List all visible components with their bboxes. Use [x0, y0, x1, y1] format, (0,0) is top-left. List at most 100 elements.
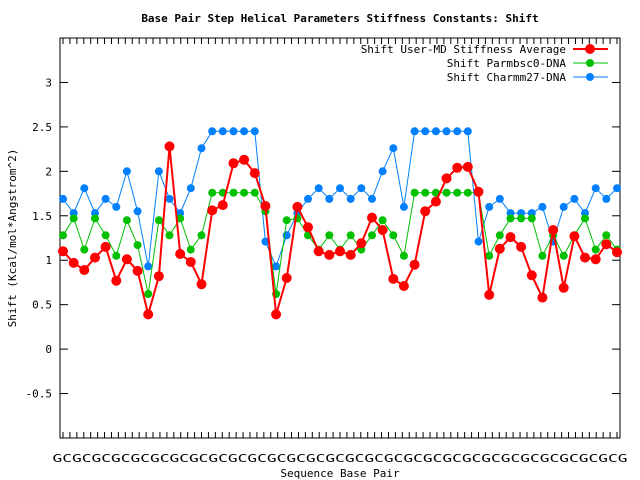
chart-title: Base Pair Step Helical Parameters Stiffn…	[141, 12, 538, 25]
x-axis	[62, 38, 618, 438]
data-point	[208, 127, 217, 136]
data-point	[165, 231, 174, 240]
data-point	[100, 241, 111, 252]
data-point	[175, 249, 186, 259]
data-point	[59, 194, 67, 203]
data-point	[121, 254, 132, 265]
data-point	[421, 127, 430, 136]
data-point	[314, 184, 323, 193]
data-point	[538, 251, 547, 260]
series-2	[59, 188, 621, 298]
y-tick-label: -0.5	[26, 388, 53, 401]
data-point	[249, 168, 260, 179]
data-point	[80, 184, 89, 193]
data-point	[526, 270, 537, 281]
data-point	[613, 184, 621, 193]
legend-marker	[585, 44, 595, 54]
data-point	[505, 232, 516, 243]
data-point	[90, 252, 100, 263]
data-point	[485, 251, 494, 260]
data-point	[602, 231, 611, 240]
data-point	[570, 194, 579, 203]
data-point	[484, 289, 495, 300]
data-point	[463, 188, 472, 197]
data-point	[357, 184, 366, 193]
data-point	[367, 212, 377, 223]
series-line	[62, 146, 618, 319]
legend-marker	[586, 59, 594, 67]
data-point	[345, 249, 356, 260]
data-point	[590, 254, 601, 265]
data-point	[186, 245, 195, 254]
data-point	[325, 231, 334, 240]
data-point	[143, 309, 154, 320]
data-point	[122, 167, 131, 176]
data-point	[165, 194, 174, 203]
data-point	[410, 127, 419, 136]
y-tick-label: 0.5	[32, 299, 52, 312]
data-point	[197, 231, 206, 240]
data-point	[59, 231, 67, 240]
data-point	[272, 262, 281, 271]
y-tick-label: 1	[45, 254, 52, 267]
y-tick-label: 1.5	[32, 210, 52, 223]
data-point	[208, 188, 217, 197]
y-tick-label: 2.5	[32, 121, 52, 134]
data-point	[463, 127, 472, 136]
data-point	[68, 257, 79, 268]
data-point	[239, 154, 250, 165]
data-point	[495, 194, 504, 203]
data-point	[346, 194, 355, 203]
legend-label: Shift User-MD Stiffness Average	[361, 43, 566, 56]
data-point	[441, 173, 452, 184]
legend-marker	[586, 73, 594, 81]
x-axis-tick-labels: GCGCGCGCGCGCGCGCGCGCGCGCGCGCGCGCGCGCGCGC…	[53, 452, 628, 465]
data-point	[144, 262, 153, 271]
data-point	[453, 188, 462, 197]
y-tick-label: 2	[45, 165, 52, 178]
data-point	[516, 241, 527, 252]
data-point	[292, 201, 303, 212]
data-point	[485, 202, 494, 211]
data-point	[473, 186, 484, 197]
data-point	[207, 205, 218, 216]
data-point	[398, 281, 409, 291]
data-point	[58, 246, 68, 257]
data-point	[335, 246, 345, 257]
data-point	[442, 188, 451, 197]
series-1	[58, 141, 622, 320]
data-point	[122, 216, 131, 225]
y-axis-label: Shift (Kcal/mol*Angstrom^2)	[6, 149, 19, 328]
data-point	[132, 265, 143, 276]
data-point	[431, 127, 440, 136]
data-point	[569, 231, 580, 242]
data-point	[558, 282, 569, 293]
data-point	[399, 251, 408, 260]
data-point	[346, 231, 355, 240]
series-3	[59, 127, 621, 271]
data-point	[69, 214, 78, 223]
data-point	[591, 184, 600, 193]
data-point	[217, 200, 228, 211]
data-point	[79, 265, 90, 275]
data-point	[601, 239, 612, 250]
data-point	[431, 188, 440, 197]
data-point	[153, 271, 164, 282]
data-point	[218, 127, 227, 136]
data-point	[420, 206, 431, 217]
data-point	[377, 225, 388, 235]
data-point	[495, 231, 504, 240]
data-point	[304, 194, 312, 203]
data-point	[229, 188, 238, 197]
legend-label: Shift Charmm27-DNA	[447, 71, 567, 84]
data-point	[389, 144, 398, 153]
data-point	[240, 188, 249, 197]
data-point	[229, 127, 238, 136]
series-layer	[58, 127, 622, 320]
data-point	[250, 127, 259, 136]
data-point	[517, 214, 526, 223]
data-point	[559, 251, 568, 260]
data-point	[240, 127, 249, 136]
